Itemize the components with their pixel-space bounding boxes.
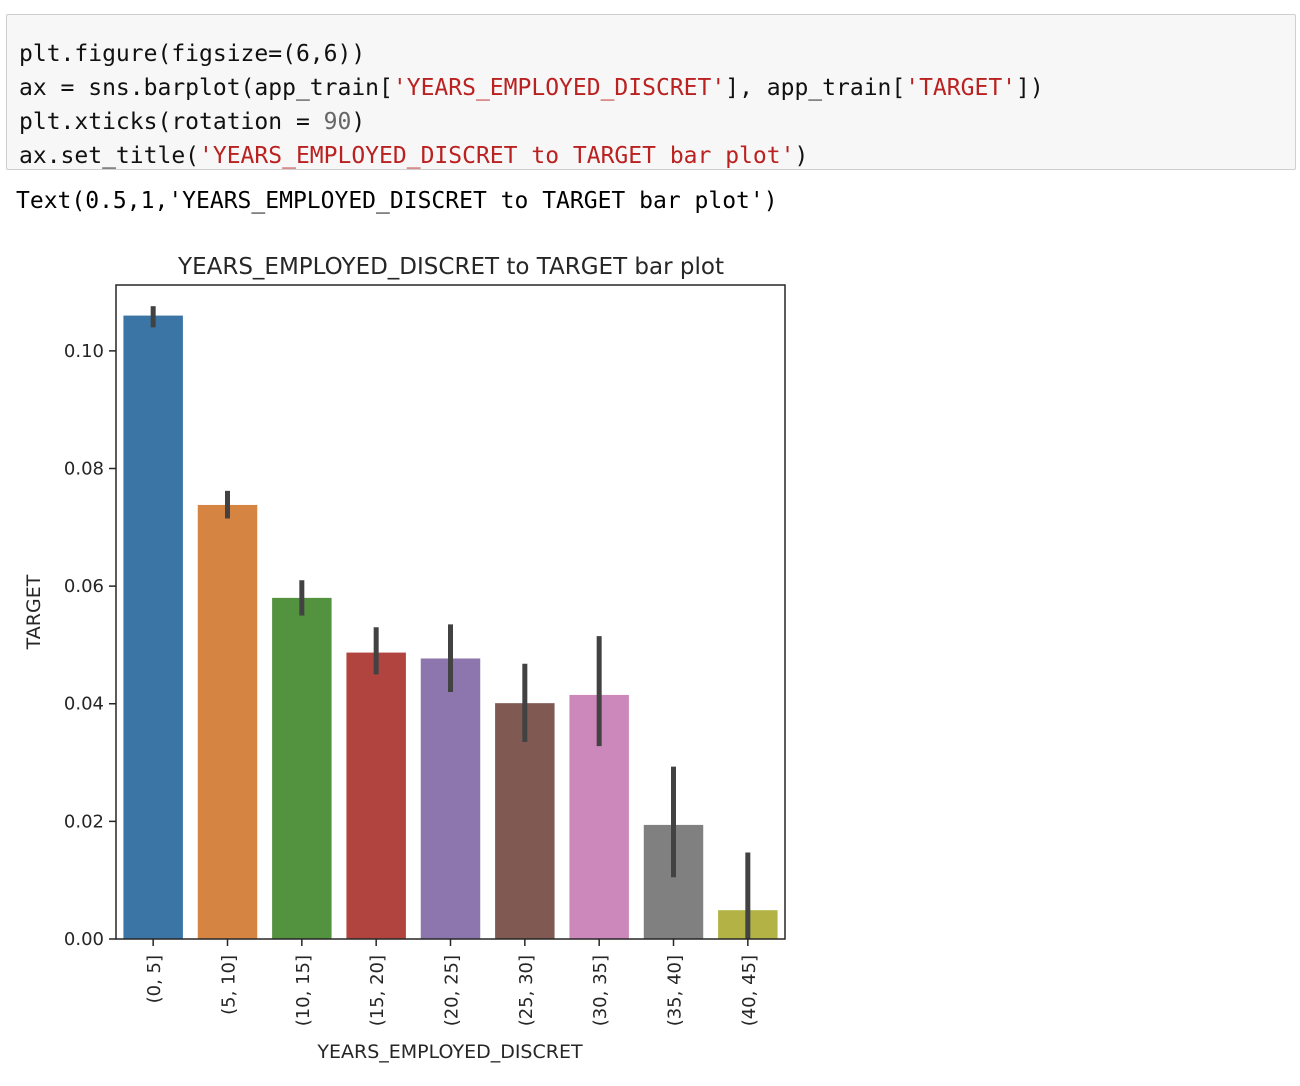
code-text: ], app_train[ bbox=[725, 75, 906, 101]
bar-chart: YEARS_EMPLOYED_DISCRET to TARGET bar plo… bbox=[23, 254, 786, 1063]
x-tick-label: (40, 45] bbox=[739, 955, 760, 1026]
y-tick-label: 0.10 bbox=[64, 341, 104, 362]
x-tick-label: (35, 40] bbox=[665, 955, 686, 1026]
code-string: 'TARGET' bbox=[905, 75, 1017, 101]
code-text: ]) bbox=[1016, 75, 1044, 101]
x-tick-label: (30, 35] bbox=[590, 955, 611, 1026]
code-text: ax.set_title( bbox=[19, 143, 200, 169]
code-line-4: ax.set_title('YEARS_EMPLOYED_DISCRET to … bbox=[19, 139, 808, 173]
code-line-2: ax = sns.barplot(app_train['YEARS_EMPLOY… bbox=[19, 71, 1044, 105]
x-tick-label: (25, 30] bbox=[516, 955, 537, 1026]
y-tick-label: 0.04 bbox=[64, 694, 104, 715]
chart-title: YEARS_EMPLOYED_DISCRET to TARGET bar plo… bbox=[177, 254, 724, 280]
code-text: plt.figure(figsize=(6,6)) bbox=[19, 41, 366, 67]
bar bbox=[346, 652, 406, 939]
y-tick-label: 0.00 bbox=[64, 929, 104, 950]
y-tick-label: 0.08 bbox=[64, 458, 104, 479]
plot-frame bbox=[115, 284, 786, 940]
y-tick-label: 0.06 bbox=[64, 576, 104, 597]
code-line-3: plt.xticks(rotation = 90) bbox=[19, 105, 365, 139]
x-axis-label: YEARS_EMPLOYED_DISCRET bbox=[316, 1041, 583, 1063]
bar bbox=[123, 315, 183, 939]
y-tick-label: 0.02 bbox=[64, 811, 104, 832]
code-cell[interactable]: plt.figure(figsize=(6,6)) ax = sns.barpl… bbox=[6, 14, 1296, 170]
x-axis: (0, 5] (5, 10] (10, 15] (15, 20] (20, 25] (25… bbox=[144, 939, 760, 1026]
x-tick-label: (20, 25] bbox=[442, 955, 463, 1026]
bar bbox=[197, 504, 258, 939]
y-axis-label: TARGET bbox=[23, 574, 45, 650]
x-tick-label: (5, 10] bbox=[219, 955, 240, 1015]
x-tick-label: (0, 5] bbox=[144, 955, 165, 1003]
bar bbox=[420, 658, 481, 939]
code-text: ) bbox=[794, 143, 809, 169]
code-text: ) bbox=[351, 109, 366, 135]
x-tick-label: (10, 15] bbox=[293, 955, 314, 1026]
code-string: 'YEARS_EMPLOYED_DISCRET' bbox=[392, 75, 726, 101]
cell-output-text: Text(0.5,1,'YEARS_EMPLOYED_DISCRET to TA… bbox=[16, 188, 778, 214]
y-axis: 0.00 0.02 0.04 0.06 0.08 0.10 bbox=[64, 341, 116, 950]
code-string: 'YEARS_EMPLOYED_DISCRET to TARGET bar pl… bbox=[199, 143, 795, 169]
code-text: plt.xticks(rotation = bbox=[19, 109, 324, 135]
error-bars-layer bbox=[150, 306, 751, 939]
bar bbox=[495, 703, 555, 939]
code-text: ax = sns.barplot(app_train[ bbox=[19, 75, 393, 101]
code-number: 90 bbox=[323, 109, 352, 135]
x-tick-label: (15, 20] bbox=[367, 955, 388, 1026]
bars-layer bbox=[123, 315, 778, 939]
bar bbox=[272, 597, 332, 939]
code-line-1: plt.figure(figsize=(6,6)) bbox=[19, 37, 365, 71]
